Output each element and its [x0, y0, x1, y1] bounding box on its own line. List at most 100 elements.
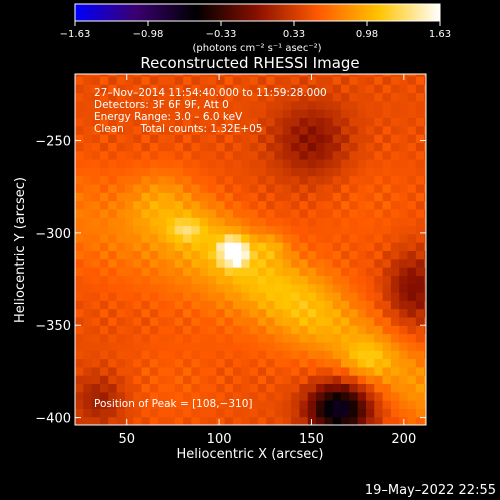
heatmap-cell: [91, 84, 101, 94]
heatmap-cell: [183, 109, 192, 119]
heatmap-cell: [357, 125, 367, 135]
heatmap-cell: [291, 142, 301, 152]
heatmap-cell: [174, 416, 184, 425]
heatmap-cell: [249, 341, 259, 351]
heatmap-cell: [399, 142, 409, 152]
heatmap-cell: [382, 400, 392, 409]
info-line-time: 27–Nov–2014 11:54:40.000 to 11:59:28.000: [94, 87, 327, 99]
heatmap-cell: [316, 366, 325, 376]
heatmap-cell: [108, 350, 118, 360]
heatmap-cell: [382, 242, 392, 252]
heatmap-cell: [216, 208, 226, 218]
heatmap-cell: [116, 275, 126, 285]
heatmap-cell: [374, 134, 384, 143]
heatmap-cell: [357, 158, 367, 168]
heatmap-cell: [316, 267, 325, 276]
heatmap-cell: [357, 150, 367, 160]
heatmap-cell: [382, 250, 392, 260]
heatmap-cell: [208, 350, 217, 360]
heatmap-cell: [341, 150, 350, 160]
heatmap-cell: [133, 117, 143, 127]
heatmap-cell: [357, 350, 367, 360]
heatmap-cell: [365, 291, 375, 301]
heatmap-cell: [91, 325, 101, 335]
heatmap-cell: [174, 391, 184, 401]
heatmap-cell: [374, 300, 384, 310]
heatmap-cell: [257, 416, 267, 425]
heatmap-cell: [108, 175, 118, 185]
heatmap-cell: [133, 333, 143, 343]
heatmap-cell: [208, 117, 217, 127]
heatmap-cell: [174, 408, 184, 418]
heatmap-cell: [274, 134, 284, 143]
heatmap-cell: [208, 242, 217, 252]
x-tick-label: 200: [391, 432, 416, 447]
heatmap-cell: [141, 158, 151, 168]
heatmap-cell: [133, 341, 143, 351]
heatmap-cell: [183, 400, 192, 409]
heatmap-cell: [316, 125, 325, 135]
heatmap-cell: [166, 242, 176, 252]
heatmap-cell: [299, 316, 309, 326]
heatmap-cell: [291, 366, 301, 376]
heatmap-cell: [99, 84, 109, 94]
heatmap-cell: [291, 408, 301, 418]
heatmap-cell: [266, 283, 276, 293]
heatmap-cell: [158, 200, 168, 210]
heatmap-cell: [158, 158, 168, 168]
heatmap-cell: [382, 383, 392, 393]
heatmap-cell: [349, 225, 359, 235]
heatmap-cell: [349, 192, 359, 202]
heatmap-cell: [149, 134, 159, 143]
heatmap-cell: [266, 74, 276, 77]
heatmap-cell: [83, 74, 93, 77]
heatmap-cell: [382, 291, 392, 301]
heatmap-cell: [133, 267, 143, 276]
heatmap-cell: [266, 375, 276, 385]
heatmap-cell: [149, 109, 159, 119]
heatmap-cell: [257, 142, 267, 152]
heatmap-cell: [133, 233, 143, 243]
heatmap-cell: [332, 358, 342, 368]
heatmap-cell: [199, 192, 209, 202]
heatmap-cell: [399, 225, 409, 235]
heatmap-cell: [108, 258, 118, 268]
heatmap-cell: [241, 416, 251, 425]
heatmap-cell: [399, 183, 409, 193]
colorbar-ticks: −1.63 −0.98 −0.33 0.33 0.98 1.63: [60, 21, 451, 40]
heatmap-cell: [99, 391, 109, 401]
heatmap-cell: [382, 134, 392, 143]
heatmap-cell: [174, 117, 184, 127]
heatmap-cell: [149, 175, 159, 185]
heatmap-cell: [274, 92, 284, 102]
heatmap-cell: [324, 408, 334, 418]
heatmap-cell: [399, 208, 409, 218]
heatmap-cell: [349, 208, 359, 218]
heatmap-cell: [124, 75, 134, 85]
heatmap-cell: [374, 183, 384, 193]
heatmap-cell: [324, 300, 334, 310]
heatmap-cell: [158, 283, 168, 293]
heatmap-cell: [232, 75, 242, 85]
heatmap-cell: [365, 283, 375, 293]
heatmap-cell: [390, 267, 400, 276]
heatmap-cell: [174, 350, 184, 360]
heatmap-cell: [357, 250, 367, 260]
heatmap-cell: [332, 142, 342, 152]
heatmap-cell: [299, 158, 309, 168]
heatmap-cell: [424, 150, 426, 160]
heatmap-cell: [291, 75, 301, 85]
heatmap-cell: [307, 125, 317, 135]
heatmap-cell: [116, 142, 126, 152]
heatmap-cell: [183, 233, 192, 243]
heatmap-cell: [365, 225, 375, 235]
heatmap-cell: [199, 134, 209, 143]
heatmap-cell: [374, 74, 384, 77]
heatmap-cell: [307, 92, 317, 102]
heatmap-cell: [133, 258, 143, 268]
heatmap-cell: [291, 74, 301, 77]
heatmap-cell: [191, 416, 201, 425]
heatmap-cell: [299, 250, 309, 260]
heatmap-cell: [282, 183, 292, 193]
heatmap-cell: [349, 375, 359, 385]
